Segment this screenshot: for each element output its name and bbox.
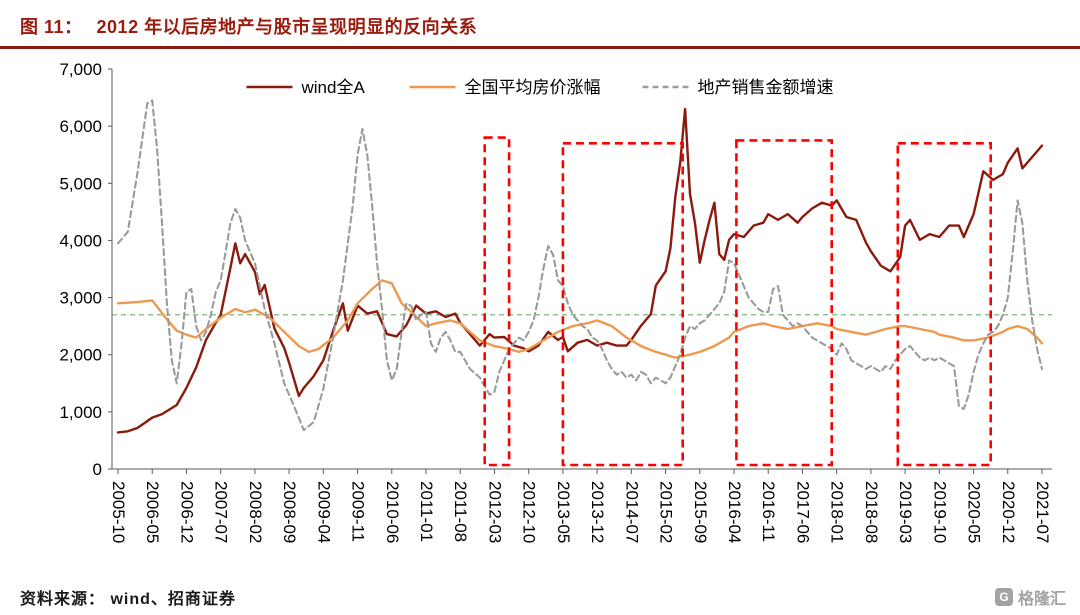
y-tick-label: 0 bbox=[93, 460, 102, 479]
x-tick-label: 2018-01 bbox=[828, 481, 847, 543]
gelonghui-logo-icon: G bbox=[994, 588, 1013, 606]
legend: wind全A 全国平均房价涨幅 地产销售金额增速 bbox=[246, 78, 834, 97]
x-tick-label: 2020-05 bbox=[965, 481, 984, 543]
x-tick-label: 2012-03 bbox=[485, 481, 504, 543]
x-tick-label: 2019-03 bbox=[896, 481, 915, 543]
x-tick-label: 2021-07 bbox=[1033, 481, 1052, 543]
figure-title-row: 图 11： 2012 年以后房地产与股市呈现明显的反向关系 bbox=[0, 0, 1080, 39]
x-tick-label: 2011-08 bbox=[451, 481, 470, 542]
title-divider bbox=[0, 46, 1080, 49]
legend-label-全国平均房价涨幅: 全国平均房价涨幅 bbox=[465, 78, 601, 97]
x-tick-label: 2018-08 bbox=[862, 481, 881, 543]
series-line-地产销售金额增速 bbox=[116, 99, 1044, 432]
x-tick-label: 2014-07 bbox=[622, 481, 641, 543]
series-lines bbox=[116, 99, 1044, 434]
highlight-box-3 bbox=[735, 139, 834, 467]
x-tick-label: 2008-09 bbox=[280, 481, 299, 543]
source-label: 资料来源： wind、招商证券 bbox=[20, 591, 236, 608]
y-tick-label: 7,000 bbox=[59, 60, 102, 79]
highlight-boxes bbox=[483, 136, 992, 467]
y-tick-label: 3,000 bbox=[59, 289, 102, 308]
x-axis-labels: 2005-10 2006-05 2006-12 2007-07 2008-02 2008-… bbox=[109, 469, 1052, 543]
x-tick-label: 2008-02 bbox=[246, 481, 265, 543]
highlight-box-4 bbox=[896, 142, 992, 467]
x-tick-label: 2007-07 bbox=[212, 481, 231, 543]
x-tick-label: 2015-09 bbox=[691, 481, 710, 543]
y-tick-label: 1,000 bbox=[59, 403, 102, 422]
watermark-text: 格隆汇 bbox=[1017, 591, 1066, 608]
x-tick-label: 2005-10 bbox=[109, 481, 128, 543]
x-tick-label: 2011-01 bbox=[417, 481, 436, 542]
x-tick-label: 2013-12 bbox=[588, 481, 607, 543]
y-tick-label: 4,000 bbox=[59, 231, 102, 250]
y-tick-label: 6,000 bbox=[59, 117, 102, 136]
x-tick-label: 2006-05 bbox=[143, 481, 162, 543]
footer: 资料来源： wind、招商证券 G 格隆汇 bbox=[0, 582, 1080, 609]
highlight-box-1 bbox=[483, 136, 511, 467]
figure-number: 图 11： bbox=[20, 17, 83, 37]
x-tick-label: 2006-12 bbox=[177, 481, 196, 543]
watermark: G 格隆汇 bbox=[994, 585, 1066, 609]
x-tick-label: 2020-12 bbox=[999, 481, 1018, 543]
y-tick-label: 5,000 bbox=[59, 174, 102, 193]
x-tick-label: 2015-02 bbox=[657, 481, 676, 543]
series-line-全国平均房价涨幅 bbox=[116, 279, 1044, 359]
legend-label-wind全A: wind全A bbox=[301, 78, 366, 97]
figure-title: 2012 年以后房地产与股市呈现明显的反向关系 bbox=[96, 17, 478, 37]
y-tick-label: 2,000 bbox=[59, 346, 102, 365]
x-tick-label: 2013-05 bbox=[554, 481, 573, 543]
highlight-box-2 bbox=[561, 142, 685, 467]
x-tick-label: 2009-04 bbox=[314, 481, 333, 543]
x-tick-label: 2017-06 bbox=[793, 481, 812, 543]
x-tick-label: 2012-10 bbox=[520, 481, 539, 543]
x-tick-label: 2019-10 bbox=[930, 481, 949, 543]
x-tick-label: 2010-06 bbox=[383, 481, 402, 543]
series-line-wind全A bbox=[116, 107, 1044, 434]
x-tick-label: 2009-11 bbox=[349, 481, 368, 542]
chart-canvas: 7,000 6,000 5,000 4,000 3,000 2,000 1,000 0 2005… bbox=[59, 60, 1052, 543]
legend-label-地产销售金额增速: 地产销售金额增速 bbox=[698, 78, 834, 97]
x-tick-label: 2016-04 bbox=[725, 481, 744, 543]
x-tick-label: 2016-11 bbox=[759, 481, 778, 542]
y-axis-labels: 7,000 6,000 5,000 4,000 3,000 2,000 1,000 0 bbox=[59, 60, 112, 479]
